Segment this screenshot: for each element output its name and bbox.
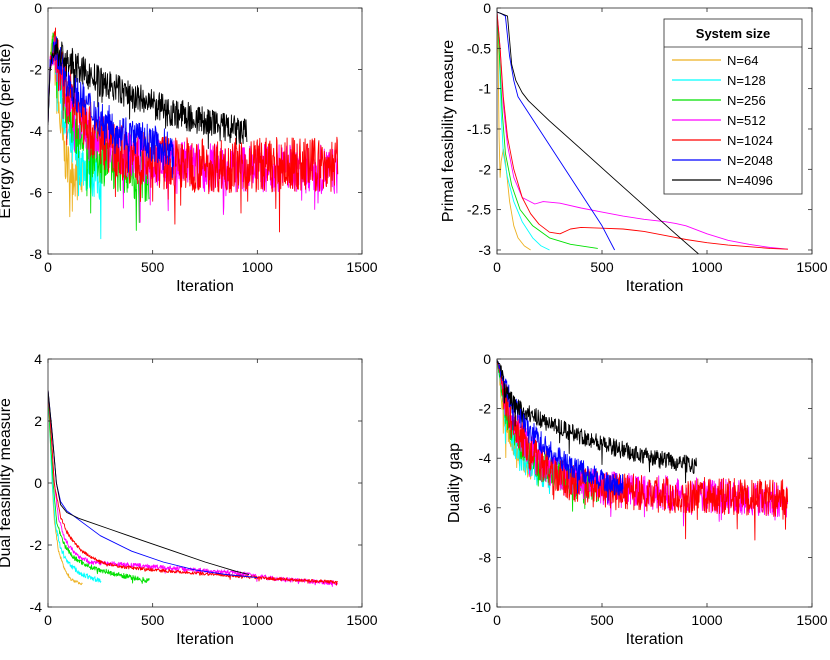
x-tick-label: 1500 [346,612,377,628]
x-tick-label: 1000 [691,259,722,275]
series-line-n-128 [48,389,102,583]
y-tick-label: -1 [479,81,492,97]
series-line-n-1024 [497,11,788,250]
y-tick-label: 2 [34,413,42,429]
x-tick-label: 500 [141,612,165,628]
y-tick-label: 0 [34,0,42,16]
series-line-n-2048 [48,36,175,179]
chart-energy: 0 500 1000 1500 0 -2 -4 -6 -8 Iteration Energy cha… [0,0,378,295]
series-line-n-1024 [48,27,339,233]
plot-area-dual [48,389,339,587]
y-tick-label: -4 [30,123,43,139]
x-tick-label: 500 [141,259,165,275]
y-tick-label: -10 [471,599,491,615]
x-tick-label: 0 [44,259,52,275]
legend-entry: N=1024 [727,133,773,148]
series-line-n-64 [48,389,83,586]
x-axis-label: Iteration [626,631,684,648]
series-line-n-4096 [48,37,248,149]
x-tick-label: 0 [493,612,501,628]
x-tick-label: 1500 [346,259,377,275]
legend-entry: N=64 [727,53,758,68]
y-tick-label: -2 [30,62,43,78]
y-tick-label: -3 [479,242,492,258]
plot-area-energy [48,27,339,240]
legend-entry: N=256 [727,93,766,108]
series-line-n-4096 [497,11,699,254]
series-line-n-64 [497,11,531,251]
y-axis-label: Dual feasibility measure [0,398,14,568]
x-axis-label: Iteration [626,278,684,295]
y-tick-label: 0 [34,475,42,491]
y-tick-label: -2 [30,537,43,553]
axes-box-gap [496,358,813,608]
x-tick-label: 1000 [691,612,722,628]
series-line-n-2048 [497,360,624,504]
chart-dual: 0 500 1000 1500 4 2 0 -2 -4 Iteration Dual feasibi… [0,351,378,648]
x-tick-label: 1000 [242,259,273,275]
series-line-n-256 [48,389,150,584]
y-tick-label: -2 [479,401,492,417]
y-tick-label: 0 [483,351,491,367]
y-tick-label: -2.5 [467,202,491,218]
series-line-n-256 [497,11,598,249]
series-line-n-512 [497,11,788,250]
y-axis-label: Duality gap [446,443,463,523]
y-tick-label: -2 [479,161,492,177]
x-tick-label: 1500 [796,259,827,275]
y-axis-label: Primal feasibility measure [440,40,457,222]
y-tick-label: -4 [30,599,43,615]
series-line-n-2048 [497,11,615,251]
series-line-n-4096 [48,389,250,575]
legend-entry: N=128 [727,73,766,88]
series-line-n-128 [497,11,550,251]
x-axis-label: Iteration [176,278,234,295]
y-tick-label: -8 [30,246,43,262]
chart-gap: 0 500 1000 1500 0 -2 -4 -6 -8 -10 Iteration Duality… [446,351,828,648]
x-tick-label: 0 [44,612,52,628]
y-tick-label: 0 [483,0,491,16]
chart-primal: 0 500 1000 1500 0 -0.5 -1 -1.5 -2 -2.5 -3 Iteration… [440,0,828,295]
y-axis-label: Energy change (per site) [0,43,14,218]
y-tick-label: -6 [479,500,492,516]
x-tick-label: 500 [590,612,614,628]
x-axis-label: Iteration [176,631,234,648]
legend-title: System size [696,26,770,41]
y-tick-label: -8 [479,549,492,565]
series-line-n-1024 [497,360,789,541]
legend: System size N=64 N=128 N=256 N=512 N=1024 N=20… [663,18,803,195]
plot-area-primal [497,11,788,254]
series-line-n-512 [48,36,339,223]
series-line-n-4096 [497,359,697,484]
y-tick-label: -0.5 [467,40,491,56]
series-line-n-1024 [48,389,338,586]
axes-box-primal [496,7,813,255]
y-tick-label: 4 [34,351,42,367]
y-tick-label: -4 [479,450,492,466]
legend-entry: N=4096 [727,173,773,188]
x-tick-label: 1000 [242,612,273,628]
y-tick-label: -1.5 [467,121,491,137]
legend-box [663,18,803,195]
legend-entry: N=2048 [727,153,773,168]
y-tick-label: -6 [30,185,43,201]
x-tick-label: 1500 [796,612,827,628]
x-tick-label: 0 [493,259,501,275]
legend-entry: N=512 [727,113,766,128]
x-tick-label: 500 [590,259,614,275]
plot-area-gap [497,359,789,541]
